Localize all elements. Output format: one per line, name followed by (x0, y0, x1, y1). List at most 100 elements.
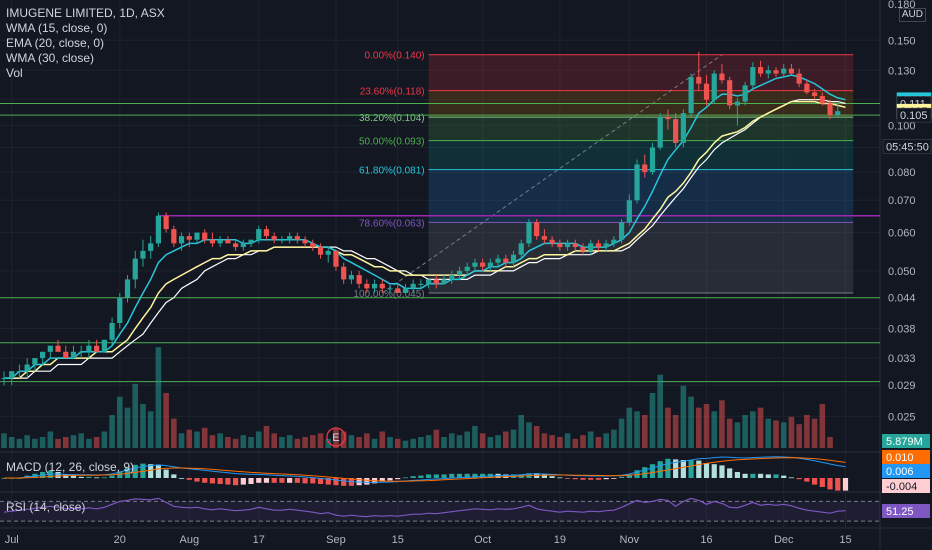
candle-body (32, 358, 38, 365)
candle-body (665, 117, 671, 120)
price-tick-label: 0.029 (888, 380, 916, 392)
fibonacci-retracement[interactable]: 0.00%(0.140) 23.60%(0.118) 38.20%(0.104) 50… (353, 51, 854, 300)
volume-bar (696, 407, 702, 448)
currency-badge[interactable]: AUD (898, 8, 926, 22)
macd-histogram-bar (588, 478, 594, 480)
macd-histogram-bar (202, 478, 208, 483)
candle-body (418, 283, 424, 285)
volume-bar (672, 415, 679, 448)
volume-bar (379, 431, 386, 448)
macd-histogram-bar (395, 478, 401, 480)
volume-bar (719, 400, 725, 448)
volume-bar (564, 433, 571, 448)
indicator-volume[interactable]: Vol (6, 66, 23, 80)
volume-bar (634, 411, 640, 448)
volume-bar (93, 437, 100, 448)
volume-bar (518, 415, 525, 448)
candle-body (410, 283, 416, 289)
price-tick-label: 0.044 (888, 293, 916, 305)
macd-histogram-bar (449, 473, 455, 478)
volume-bar (448, 433, 455, 448)
candle-body (78, 351, 84, 353)
volume-bar (441, 437, 447, 448)
price-tick-label: 0.038 (888, 323, 916, 335)
volume-bar (657, 374, 663, 448)
macd-label[interactable]: MACD (12, 26, close, 9) (6, 460, 135, 474)
price-axis[interactable]: 0.150 0.130 0.100 0.080 0.070 0.060 0.050 0.044… (882, 0, 932, 518)
symbol-title[interactable]: IMUGENE LIMITED, 1D, ASX (6, 6, 165, 20)
volume-bar (155, 347, 162, 448)
event-markers[interactable]: E (326, 427, 346, 447)
price-tick-label: 0.070 (888, 195, 916, 207)
macd-histogram-bar (294, 478, 300, 483)
candle-body (688, 76, 694, 114)
macd-histogram-bar (287, 478, 293, 483)
rsi-label[interactable]: RSI (14, close) (6, 500, 86, 514)
volume-bar (32, 438, 38, 448)
candle-body (117, 297, 123, 324)
candle-body (40, 351, 46, 359)
volume-bar (618, 418, 625, 448)
macd-histogram-bar (186, 478, 192, 480)
time-axis[interactable]: Jul 20 Aug 17 Sep 15 Oct 19 Nov 16 Dec 15 (5, 534, 852, 546)
macd-histogram-bar (248, 478, 254, 484)
volume-bar (587, 431, 594, 448)
macd-histogram-bar (256, 478, 262, 483)
candle-body (402, 288, 409, 293)
candle-body (534, 222, 540, 237)
horizontal-levels[interactable] (0, 102, 880, 383)
macd-histogram-tag-label: -0.004 (886, 481, 917, 493)
rsi-pane (0, 497, 880, 522)
volume-bar (742, 415, 748, 448)
candle-body (742, 85, 748, 102)
volume-bar (510, 429, 517, 448)
macd-histogram-bar (842, 478, 849, 491)
indicator-ema20[interactable]: EMA (20, close, 0) (6, 36, 105, 50)
price-tag-label: 0.105 (900, 110, 928, 122)
fib-zone (428, 222, 854, 293)
candle-body (711, 73, 717, 100)
candlesticks (1, 51, 841, 386)
macd-histogram-bar (379, 478, 385, 482)
indicator-wma15[interactable]: WMA (15, close, 0) (6, 21, 108, 35)
macd-histogram-bar (619, 476, 625, 478)
macd-histogram-bar (325, 478, 331, 485)
volume-bar (603, 433, 609, 448)
volume-bar (402, 440, 409, 448)
macd-histogram-bar (696, 460, 702, 478)
volume-bar (255, 431, 262, 448)
time-tick-label: 16 (700, 534, 712, 546)
indicator-wma30[interactable]: WMA (30, close) (6, 51, 95, 65)
macd-histogram-bar (773, 474, 779, 478)
macd-histogram-bar (148, 464, 154, 478)
volume-bar (796, 424, 802, 448)
candle-body (703, 83, 710, 100)
candle-body (757, 67, 764, 74)
price-tag (882, 139, 932, 154)
macd-histogram-bar (727, 468, 733, 478)
volume-bar (394, 438, 401, 448)
candle-body (356, 275, 362, 284)
candle-body (781, 68, 787, 74)
macd-histogram-bar (742, 473, 748, 478)
volume-bar (340, 431, 347, 448)
time-tick-label: Oct (474, 534, 491, 546)
time-tick-label: Nov (620, 534, 640, 546)
volume-bar (371, 438, 378, 448)
candle-body (495, 258, 501, 263)
macd-histogram-bar (225, 478, 231, 485)
candle-body (379, 283, 385, 289)
candle-body (47, 345, 53, 352)
candle-body (449, 275, 455, 280)
volume-bar (626, 407, 633, 448)
time-tick-label: 15 (392, 534, 404, 546)
candle-body (719, 73, 725, 81)
volume-bar (665, 407, 671, 448)
macd-histogram-bar (680, 460, 686, 478)
candle-body (333, 250, 339, 267)
volume-bar (726, 418, 733, 448)
macd-histogram-bar (302, 478, 308, 484)
macd-histogram-bar (812, 478, 818, 485)
volume-bar (734, 422, 741, 448)
